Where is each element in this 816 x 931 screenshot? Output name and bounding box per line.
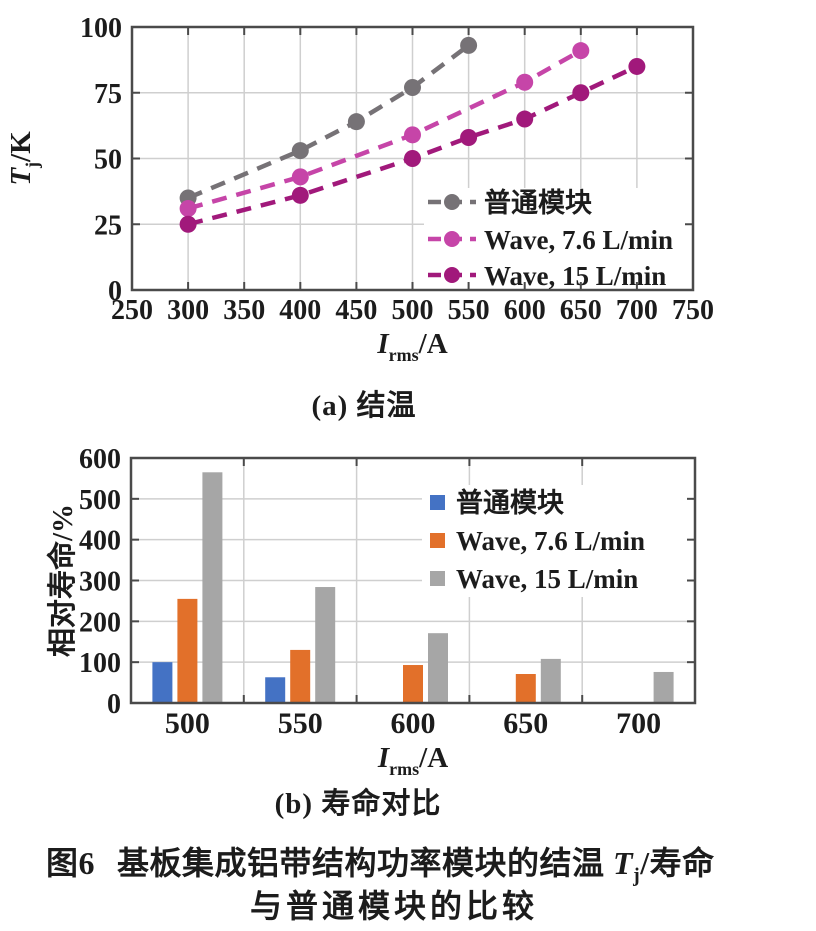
subcaption-b: (b) 寿命对比 xyxy=(274,788,442,820)
axis-ticks xyxy=(131,26,694,291)
tick-label: 500 xyxy=(165,707,210,740)
data-point xyxy=(572,42,590,60)
data-point xyxy=(572,84,590,102)
legend-background xyxy=(424,188,688,288)
data-point xyxy=(404,78,421,96)
legend-background xyxy=(422,485,692,597)
tick-label: 600 xyxy=(391,707,436,740)
tick-label: 500 xyxy=(392,295,434,326)
bar xyxy=(152,662,173,703)
data-point xyxy=(179,215,197,233)
subcaption-a: (a) 结温 xyxy=(311,390,417,422)
tick-label: 0 xyxy=(107,689,121,720)
data-point xyxy=(516,110,534,128)
y-axis-label: 相对寿命/% xyxy=(45,504,79,657)
line-series-1 xyxy=(179,42,590,217)
bar-series-1 xyxy=(177,598,536,703)
data-point xyxy=(404,126,421,144)
tick-label: 750 xyxy=(672,295,714,326)
tick-label: 700 xyxy=(616,707,661,740)
tick-label: 400 xyxy=(279,295,321,326)
caption-var: T xyxy=(613,845,634,881)
x-axis-label: Irms/A xyxy=(376,328,447,365)
y-axis-label: Tj/K xyxy=(5,131,42,186)
tick-label: 650 xyxy=(560,295,602,326)
bar xyxy=(290,649,311,703)
tick-label: 100 xyxy=(79,648,121,679)
bar xyxy=(202,472,223,703)
tick-label: 200 xyxy=(79,607,121,638)
legend-label: 普通模块 xyxy=(456,487,565,518)
bar xyxy=(428,633,448,703)
tick-label: 550 xyxy=(278,707,323,740)
axis-ticks xyxy=(130,457,696,704)
figure-caption-line2: 与普通模块的比较 xyxy=(249,888,538,924)
tick-label: 400 xyxy=(79,526,121,557)
bar xyxy=(177,598,198,703)
tick-label: 500 xyxy=(79,485,121,516)
caption-tail: /寿命 xyxy=(640,845,715,881)
line-series-0 xyxy=(179,36,478,207)
tick-label: 100 xyxy=(80,13,122,44)
legend-label: Wave, 15 L/min xyxy=(456,564,638,594)
tick-label: 300 xyxy=(79,567,121,598)
tick-label: 250 xyxy=(111,295,153,326)
bar-series-2 xyxy=(202,472,674,703)
tick-label: 350 xyxy=(223,295,265,326)
gridlines xyxy=(131,458,695,703)
line-series-2 xyxy=(179,57,646,233)
data-point xyxy=(460,36,478,54)
legend-label: Wave, 7.6 L/min xyxy=(456,526,645,556)
data-point xyxy=(460,128,478,146)
tick-label: 50 xyxy=(94,145,122,176)
caption-var-sub: j xyxy=(633,864,641,887)
data-point xyxy=(404,150,421,167)
data-point xyxy=(628,57,646,75)
bar xyxy=(653,671,674,703)
tick-label: 650 xyxy=(503,707,548,740)
tick-label: 600 xyxy=(79,445,121,475)
bar xyxy=(265,677,286,703)
figure-number: 图6 xyxy=(46,845,96,881)
tick-label: 0 xyxy=(108,276,122,307)
bar xyxy=(515,674,536,703)
data-point xyxy=(291,142,309,160)
tick-label: 600 xyxy=(504,295,546,326)
tick-label: 25 xyxy=(94,210,122,241)
caption-text: 基板集成铝带结构功率模块的结温 xyxy=(117,845,614,881)
legend-marker xyxy=(430,571,445,586)
tick-label: 550 xyxy=(448,295,490,326)
legend: 普通模块 Wave, 7.6 L/min Wave, 15 L/min xyxy=(430,487,645,594)
tick-label: 300 xyxy=(167,295,209,326)
legend-label: 普通模块 xyxy=(484,187,593,218)
tick-label: 700 xyxy=(616,295,658,326)
legend-marker-dot xyxy=(444,267,460,283)
legend-label: Wave, 7.6 L/min xyxy=(484,225,673,255)
legend-marker-dot xyxy=(444,194,460,210)
bar xyxy=(315,587,336,703)
legend-marker xyxy=(430,533,445,548)
data-point xyxy=(179,199,197,217)
relative-lifetime-chart: 普通模块 Wave, 7.6 L/min Wave, 15 L/min 500 550 6… xyxy=(45,445,697,779)
legend-label: Wave, 15 L/min xyxy=(484,261,666,291)
bar xyxy=(540,658,561,703)
bar-series-0 xyxy=(152,662,286,703)
legend-marker-dot xyxy=(444,231,460,247)
data-point xyxy=(347,113,365,131)
data-point xyxy=(516,73,534,91)
legend: 普通模块 Wave, 7.6 L/min Wave, 15 L/min xyxy=(428,187,673,291)
data-point xyxy=(291,168,309,186)
x-axis-label: Irms/A xyxy=(377,742,448,779)
legend-marker xyxy=(430,495,445,510)
figure-caption-line1: 图6 基板集成铝带结构功率模块的结温 Tj/寿命 xyxy=(46,838,715,887)
data-point xyxy=(291,186,309,204)
tick-label: 75 xyxy=(94,79,122,110)
tick-label: 450 xyxy=(335,295,377,326)
bar xyxy=(403,665,423,703)
